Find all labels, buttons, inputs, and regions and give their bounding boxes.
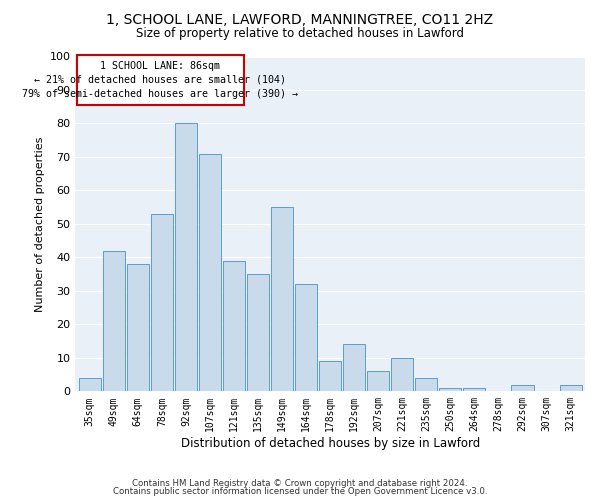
X-axis label: Distribution of detached houses by size in Lawford: Distribution of detached houses by size …: [181, 437, 480, 450]
Bar: [247, 274, 269, 392]
Bar: [463, 388, 485, 392]
Y-axis label: Number of detached properties: Number of detached properties: [35, 136, 46, 312]
Bar: [343, 344, 365, 392]
Bar: [560, 384, 581, 392]
Text: 1, SCHOOL LANE, LAWFORD, MANNINGTREE, CO11 2HZ: 1, SCHOOL LANE, LAWFORD, MANNINGTREE, CO…: [106, 12, 494, 26]
Bar: [151, 214, 173, 392]
Bar: [367, 371, 389, 392]
Bar: [319, 361, 341, 392]
FancyBboxPatch shape: [77, 55, 244, 105]
Text: Contains HM Land Registry data © Crown copyright and database right 2024.: Contains HM Land Registry data © Crown c…: [132, 478, 468, 488]
Text: Size of property relative to detached houses in Lawford: Size of property relative to detached ho…: [136, 28, 464, 40]
Text: 1 SCHOOL LANE: 86sqm
← 21% of detached houses are smaller (104)
79% of semi-deta: 1 SCHOOL LANE: 86sqm ← 21% of detached h…: [22, 61, 298, 99]
Bar: [295, 284, 317, 392]
Bar: [127, 264, 149, 392]
Bar: [199, 154, 221, 392]
Bar: [175, 124, 197, 392]
Bar: [271, 207, 293, 392]
Bar: [439, 388, 461, 392]
Bar: [79, 378, 101, 392]
Bar: [511, 384, 533, 392]
Bar: [391, 358, 413, 392]
Bar: [223, 260, 245, 392]
Text: Contains public sector information licensed under the Open Government Licence v3: Contains public sector information licen…: [113, 487, 487, 496]
Bar: [103, 250, 125, 392]
Bar: [415, 378, 437, 392]
